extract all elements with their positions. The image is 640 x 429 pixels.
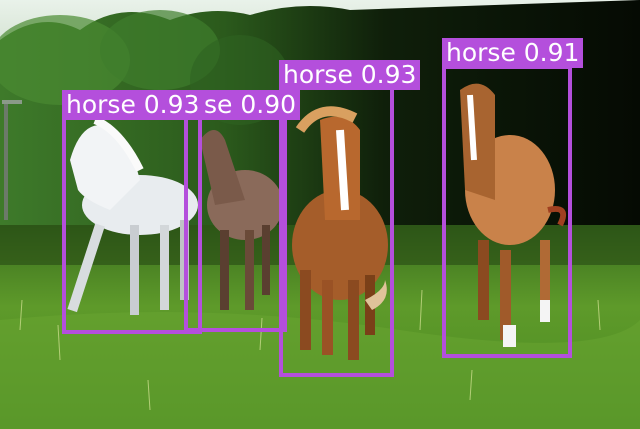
- gray-horse: [200, 130, 283, 310]
- detection-label: se 0.90: [200, 90, 301, 120]
- chestnut-horse-right: [460, 83, 566, 347]
- detection-box: [442, 65, 572, 358]
- detection-box: [184, 116, 287, 332]
- chestnut-horse-center: [292, 106, 388, 360]
- detection-label: horse 0.91: [442, 38, 584, 68]
- detection-box: [62, 116, 202, 334]
- detection-label: horse 0.93: [279, 60, 421, 90]
- detection-box: [279, 86, 394, 377]
- detection-label: horse 0.93: [62, 90, 204, 120]
